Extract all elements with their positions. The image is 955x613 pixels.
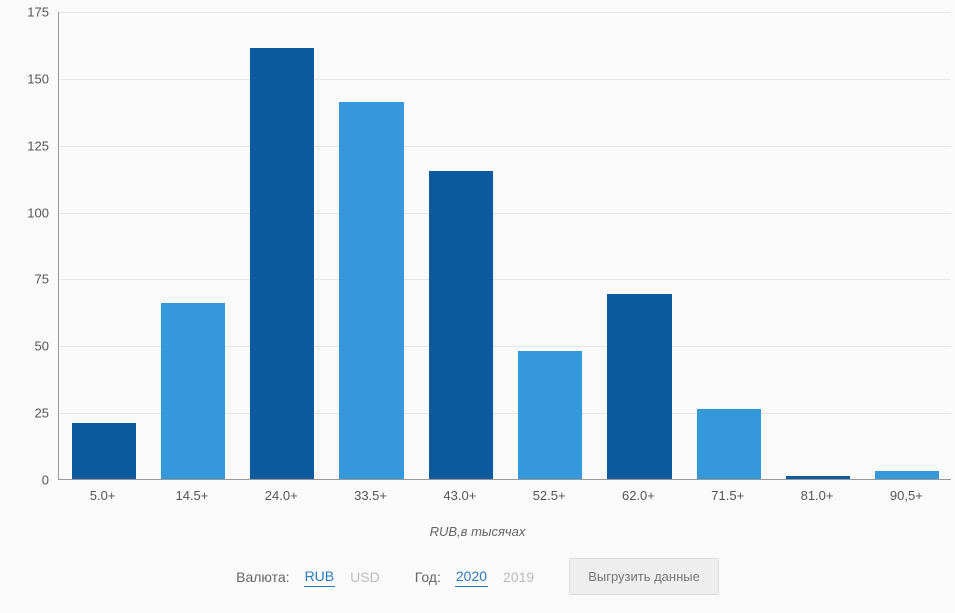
bar bbox=[161, 303, 225, 480]
bar bbox=[339, 102, 403, 479]
x-tick-label: 52.5+ bbox=[533, 488, 566, 503]
currency-label: Валюта: bbox=[236, 569, 289, 585]
bar bbox=[607, 294, 671, 479]
bar bbox=[72, 423, 136, 479]
gridline bbox=[59, 146, 951, 147]
export-button[interactable]: Выгрузить данные bbox=[569, 558, 719, 595]
gridline bbox=[59, 12, 951, 13]
chart-container: 0 25 50 75 100 125 150 175 5.0+ 14.5+ 24.0+ 33.5+ 4… bbox=[0, 0, 955, 613]
x-tick-label: 71.5+ bbox=[711, 488, 744, 503]
y-tick-label: 50 bbox=[9, 339, 49, 354]
bar bbox=[697, 409, 761, 479]
bar bbox=[875, 471, 939, 479]
gridline bbox=[59, 279, 951, 280]
y-tick-label: 175 bbox=[9, 5, 49, 20]
x-tick-label: 90,5+ bbox=[890, 488, 923, 503]
x-tick-label: 33.5+ bbox=[354, 488, 387, 503]
controls-bar: Валюта: RUB USD Год: 2020 2019 Выгрузить… bbox=[0, 558, 955, 595]
bar bbox=[786, 476, 850, 479]
x-tick-label: 5.0+ bbox=[90, 488, 116, 503]
x-tick-label: 43.0+ bbox=[443, 488, 476, 503]
gridline bbox=[59, 213, 951, 214]
x-axis-title: RUB,в тысячах bbox=[0, 524, 955, 539]
bar bbox=[429, 171, 493, 479]
currency-option-usd[interactable]: USD bbox=[349, 567, 381, 587]
y-tick-label: 0 bbox=[9, 473, 49, 488]
y-tick-label: 100 bbox=[9, 205, 49, 220]
x-tick-label: 14.5+ bbox=[175, 488, 208, 503]
y-tick-label: 150 bbox=[9, 71, 49, 86]
y-tick-label: 25 bbox=[9, 406, 49, 421]
year-option-2019[interactable]: 2019 bbox=[502, 567, 535, 587]
x-tick-label: 81.0+ bbox=[801, 488, 834, 503]
y-tick-label: 75 bbox=[9, 272, 49, 287]
x-tick-label: 62.0+ bbox=[622, 488, 655, 503]
y-tick-label: 125 bbox=[9, 138, 49, 153]
year-option-2020[interactable]: 2020 bbox=[455, 566, 488, 587]
bar bbox=[250, 48, 314, 479]
year-label: Год: bbox=[415, 569, 441, 585]
currency-option-rub[interactable]: RUB bbox=[304, 566, 336, 587]
x-tick-label: 24.0+ bbox=[265, 488, 298, 503]
gridline bbox=[59, 79, 951, 80]
bar bbox=[518, 351, 582, 479]
plot-area bbox=[58, 12, 951, 480]
